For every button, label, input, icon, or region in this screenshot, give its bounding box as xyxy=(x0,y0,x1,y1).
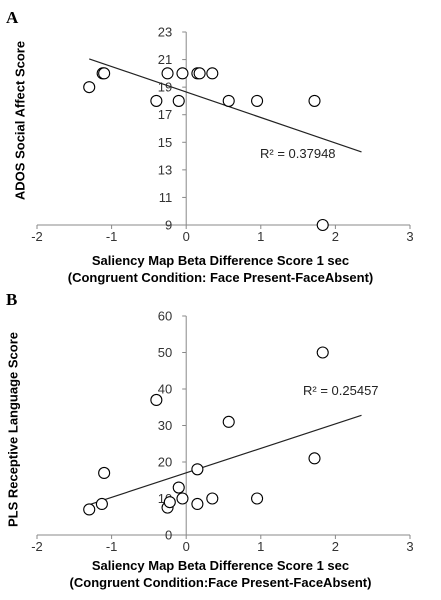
y-tick-label: 13 xyxy=(158,162,172,177)
data-point xyxy=(316,218,329,232)
y-tick-label: 19 xyxy=(158,80,172,95)
xlabel-a-line1: Saliency Map Beta Difference Score 1 sec xyxy=(91,253,350,268)
data-point xyxy=(308,94,321,107)
data-point xyxy=(193,67,206,80)
x-tick-label: -2 xyxy=(31,229,43,244)
data-point xyxy=(95,497,108,511)
xlabel-b: Saliency Map Beta Difference Score 1 sec… xyxy=(0,557,441,591)
x-tick-label: 3 xyxy=(406,539,413,554)
xlabel-a-line2: (Congruent Condition: Face Present-FaceA… xyxy=(67,270,374,285)
y-tick-label: 17 xyxy=(158,107,172,122)
data-point xyxy=(206,67,219,80)
x-tick-label: 2 xyxy=(332,539,339,554)
r-squared-label-a: R² = 0.37948 xyxy=(260,146,336,161)
y-tick-label: 9 xyxy=(165,218,172,233)
data-point xyxy=(191,463,204,476)
data-point xyxy=(222,94,235,107)
data-point xyxy=(176,67,189,80)
xlabel-b-line2: (Congruent Condition:Face Present-FaceAb… xyxy=(69,575,372,590)
data-point xyxy=(308,452,321,465)
y-tick-label: 0 xyxy=(165,528,172,543)
x-tick-label: 0 xyxy=(183,229,190,244)
data-point xyxy=(83,81,96,94)
y-tick-label: 23 xyxy=(158,25,172,40)
data-point xyxy=(222,415,235,428)
xlabel-b-line1: Saliency Map Beta Difference Score 1 sec xyxy=(91,558,350,573)
y-tick-label: 20 xyxy=(158,455,172,470)
data-point xyxy=(251,94,264,107)
x-tick-label: 1 xyxy=(257,229,264,244)
trendline-b xyxy=(89,414,362,506)
xlabel-a: Saliency Map Beta Difference Score 1 sec… xyxy=(0,252,441,286)
data-point xyxy=(251,492,264,505)
data-point xyxy=(150,393,163,407)
x-tick-label: 0 xyxy=(183,539,190,554)
x-tick-label: 3 xyxy=(406,229,413,244)
data-point xyxy=(98,67,111,80)
y-tick-label: 50 xyxy=(158,345,172,360)
data-point xyxy=(150,94,163,107)
data-point xyxy=(316,346,329,359)
data-point xyxy=(163,496,176,509)
x-tick-label: 2 xyxy=(332,229,339,244)
x-tick-label: -2 xyxy=(31,539,43,554)
x-tick-label: -1 xyxy=(106,229,118,244)
panel-label-b: B xyxy=(6,290,18,309)
y-tick-label: 11 xyxy=(159,190,173,205)
y-tick-label: 30 xyxy=(158,418,172,433)
panel-label-a: A xyxy=(6,8,19,27)
data-point xyxy=(206,492,219,505)
y-tick-label: 21 xyxy=(158,52,172,67)
data-point xyxy=(161,67,174,80)
x-tick-label: -1 xyxy=(106,539,118,554)
x-tick-label: 1 xyxy=(257,539,264,554)
data-point xyxy=(83,503,96,516)
y-tick-label: 15 xyxy=(158,135,172,150)
data-point xyxy=(172,481,185,494)
data-point xyxy=(172,94,185,107)
data-point xyxy=(191,497,204,511)
y-tick-label: 40 xyxy=(158,382,172,397)
data-point xyxy=(176,492,189,505)
y-tick-label: 60 xyxy=(158,309,172,324)
data-point xyxy=(98,466,111,480)
r-squared-label-b: R² = 0.25457 xyxy=(303,383,379,398)
